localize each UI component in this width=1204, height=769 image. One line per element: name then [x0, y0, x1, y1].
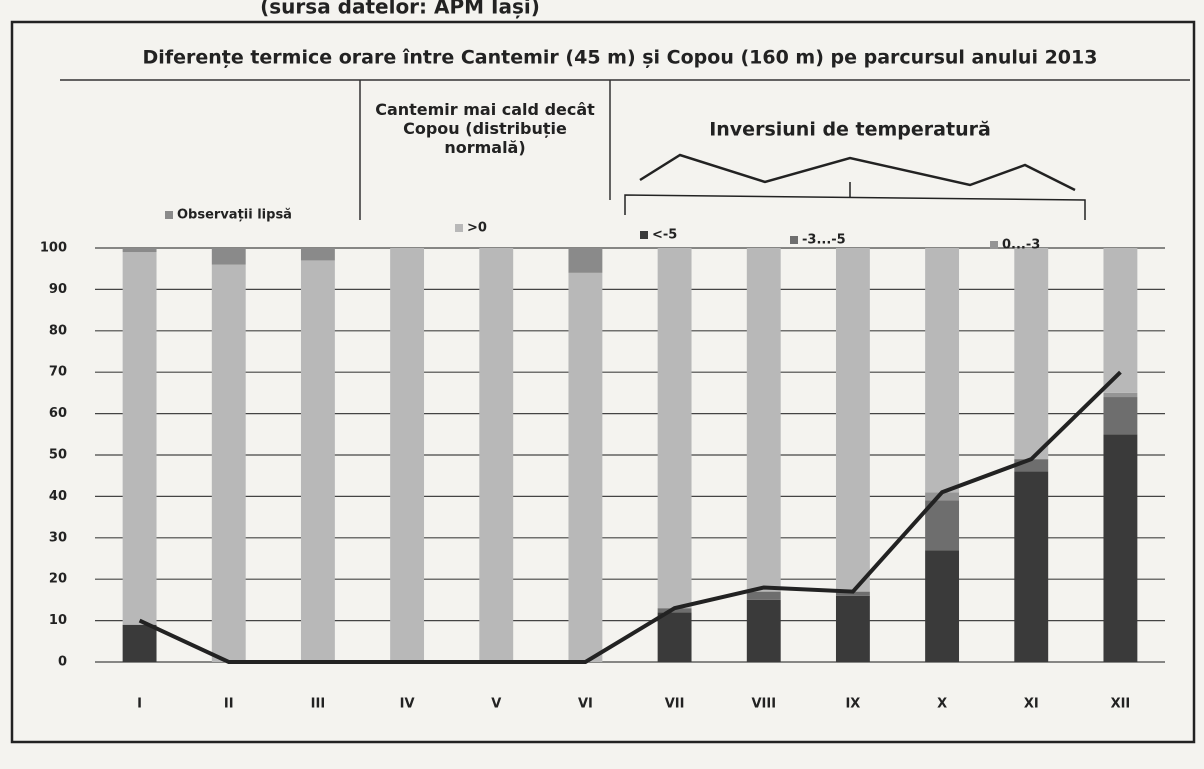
bar-segment [211, 264, 246, 662]
x-tick-label: IX [845, 697, 860, 712]
y-tick-label: 0 [58, 655, 67, 670]
annotation-box: Cantemir mai cald decât Copou (distribuț… [375, 100, 595, 157]
bar-segment [568, 272, 603, 662]
source: (sursa datelor: APM Iași) [260, 0, 540, 19]
legend-label: >0 [467, 221, 487, 236]
annotation: Inversiuni de temperatură [709, 119, 991, 141]
x-tick-label: VII [665, 697, 685, 712]
bar-segment [1103, 397, 1138, 435]
bar-segment [835, 248, 870, 592]
bar-segment [1014, 248, 1049, 460]
bar-segment [122, 624, 157, 662]
y-tick-label: 30 [49, 530, 67, 545]
bar-segment [390, 248, 425, 662]
legend-swatch [455, 224, 463, 232]
x-tick-label: V [491, 697, 501, 712]
legend-label: Observații lipsă [177, 208, 292, 223]
y-tick-label: 70 [49, 365, 67, 380]
bar-segment [1103, 392, 1138, 398]
bracket [624, 182, 1086, 220]
x-tick-label: III [311, 697, 326, 712]
x-tick-label: IV [400, 697, 415, 712]
bar-segment [211, 248, 246, 265]
y-tick-label: 60 [49, 406, 67, 421]
bar-segment [568, 248, 603, 273]
bar-segment [835, 591, 870, 596]
x-tick-label: XI [1024, 697, 1039, 712]
bar-segment [925, 500, 960, 551]
legend-swatch [640, 231, 648, 239]
legend-label: 0...-3 [1002, 238, 1040, 253]
x-tick-label: I [137, 697, 142, 712]
y-tick-label: 20 [49, 572, 67, 587]
legend-label: <-5 [652, 228, 677, 243]
y-tick-label: 40 [49, 489, 67, 504]
bar-segment [746, 599, 781, 662]
x-tick-label: X [937, 697, 947, 712]
y-tick-label: 50 [49, 448, 67, 463]
bar-segment [300, 260, 335, 662]
bar-segment [479, 248, 514, 662]
bar-segment [122, 248, 157, 253]
bar-segment [657, 248, 692, 609]
x-tick-label: VIII [751, 697, 776, 712]
bar-segment [1103, 434, 1138, 662]
bar-segment [746, 591, 781, 600]
y-tick-label: 10 [49, 613, 67, 628]
legend-swatch [165, 211, 173, 219]
y-tick-label: 100 [40, 241, 67, 256]
line [138, 370, 1122, 664]
frame [10, 20, 1196, 744]
annotation: Cantemir mai cald decât Copou (distribuț… [375, 100, 595, 157]
y-tick-label: 90 [49, 282, 67, 297]
x-tick-label: II [224, 697, 234, 712]
zigzag [639, 153, 1076, 192]
x-tick-label: XII [1111, 697, 1131, 712]
legend-label: -3...-5 [802, 233, 846, 248]
bar-segment [657, 612, 692, 662]
bar-segment [1014, 471, 1049, 662]
bar-segment [925, 492, 960, 501]
bar-segment [835, 595, 870, 662]
x-tick-label: VI [578, 697, 593, 712]
bar-segment [300, 248, 335, 261]
y-tick-label: 80 [49, 323, 67, 338]
bar-segment [925, 248, 960, 493]
bar-segment [122, 252, 157, 625]
chart-title: Diferențe termice orare între Cantemir (… [143, 47, 1098, 69]
legend-swatch [790, 236, 798, 244]
bar-segment [1103, 248, 1138, 393]
legend-swatch [990, 241, 998, 249]
bar-segment [746, 248, 781, 592]
bar-segment [925, 550, 960, 662]
